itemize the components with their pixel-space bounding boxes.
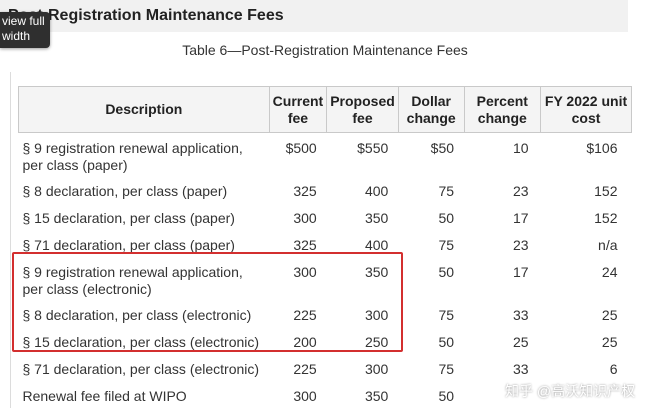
cell-unit-cost: 25: [601, 333, 618, 350]
cell-description: Renewal fee filed at WIPO: [22, 387, 187, 404]
cell-proposed-fee: 300: [364, 306, 389, 323]
table-row: § 71 declaration, per class (paper) 325 …: [19, 230, 632, 257]
cell-description: § 15 declaration, per class (electronic): [22, 333, 260, 350]
tooltip-line-1: view full: [2, 14, 45, 28]
cell-description: § 15 declaration, per class (paper): [22, 209, 235, 226]
header-dollar-change: Dollar change: [397, 86, 465, 133]
cell-description: § 9 registration renewal application, pe…: [22, 140, 243, 173]
cell-unit-cost: 152: [594, 209, 618, 226]
cell-current-fee: 200: [293, 333, 317, 350]
cell-percent-change: 23: [512, 236, 529, 253]
cell-dollar-change: 50: [438, 209, 455, 226]
cell-unit-cost: 25: [601, 306, 618, 323]
cell-current-fee: 225: [293, 360, 317, 377]
cell-current-fee: $500: [285, 140, 317, 156]
cell-percent-change: 33: [512, 360, 529, 377]
cell-proposed-fee: 250: [364, 333, 389, 350]
table-row: Renewal fee filed at WIPO 300 350 50: [19, 381, 632, 408]
tooltip-line-2: width: [2, 29, 31, 43]
cell-current-fee: 300: [293, 263, 317, 280]
cell-dollar-change: 75: [438, 182, 455, 199]
cell-current-fee: 225: [293, 306, 317, 323]
header-current-fee: Current fee: [268, 86, 328, 133]
header-proposed-fee: Proposed fee: [326, 86, 399, 133]
view-full-width-tooltip[interactable]: view full width: [0, 12, 50, 48]
cell-description: § 8 declaration, per class (paper): [22, 182, 228, 199]
cell-percent-change: 23: [512, 182, 529, 199]
cell-dollar-change: 50: [438, 387, 455, 404]
cell-description: § 9 registration renewal application, pe…: [22, 263, 243, 297]
header-percent-change: Percent change: [463, 86, 542, 133]
header-unit-cost: FY 2022 unit cost: [540, 86, 632, 133]
header-description: Description: [18, 86, 270, 133]
cell-dollar-change: 75: [438, 306, 455, 323]
cell-unit-cost: n/a: [598, 236, 618, 253]
cell-dollar-change: 50: [438, 333, 455, 350]
table-row: § 8 declaration, per class (electronic) …: [19, 300, 632, 327]
cell-dollar-change: 75: [438, 236, 455, 253]
cell-proposed-fee: 350: [364, 387, 389, 404]
table-row: § 15 declaration, per class (paper) 300 …: [19, 203, 632, 230]
watermark: 知乎 @高沃知识产权: [505, 383, 636, 399]
cell-percent-change: 17: [512, 209, 529, 226]
cell-description: § 71 declaration, per class (electronic): [22, 360, 260, 377]
cell-dollar-change: 75: [438, 360, 455, 377]
table-row: § 9 registration renewal application, pe…: [19, 257, 632, 300]
cell-description: § 8 declaration, per class (electronic): [22, 306, 252, 323]
cell-dollar-change: $50: [430, 140, 455, 156]
cell-unit-cost: 152: [594, 182, 618, 199]
cell-percent-change: 25: [512, 333, 529, 350]
cell-description: § 71 declaration, per class (paper): [22, 236, 235, 253]
cell-proposed-fee: 350: [364, 263, 389, 280]
cell-proposed-fee: 400: [364, 236, 389, 253]
table-row: § 9 registration renewal application, pe…: [19, 133, 632, 176]
table-row: § 15 declaration, per class (electronic)…: [19, 327, 632, 354]
section-heading: Post-Registration Maintenance Fees: [0, 0, 628, 32]
cell-current-fee: 325: [293, 236, 317, 253]
table-row: § 8 declaration, per class (paper) 325 4…: [19, 176, 632, 203]
cell-percent-change: 17: [512, 263, 529, 280]
cell-unit-cost: 6: [609, 360, 618, 377]
cell-proposed-fee: $550: [357, 140, 389, 156]
cell-percent-change: 33: [512, 306, 529, 323]
cell-dollar-change: 50: [438, 263, 455, 280]
cell-percent-change: 10: [512, 140, 529, 156]
cell-current-fee: 300: [293, 209, 317, 226]
fees-table: Description Current fee Proposed fee Dol…: [18, 86, 632, 408]
cell-proposed-fee: 300: [364, 360, 389, 377]
cell-unit-cost: 24: [601, 263, 618, 280]
table-row: § 71 declaration, per class (electronic)…: [19, 354, 632, 381]
table-header-row: Description Current fee Proposed fee Dol…: [18, 86, 632, 133]
cell-proposed-fee: 350: [364, 209, 389, 226]
cell-current-fee: 325: [293, 182, 317, 199]
cell-unit-cost: $106: [586, 140, 618, 156]
table-caption: Table 6—Post-Registration Maintenance Fe…: [182, 42, 468, 58]
cell-proposed-fee: 400: [364, 182, 389, 199]
left-divider: [10, 72, 11, 408]
cell-current-fee: 300: [293, 387, 317, 404]
